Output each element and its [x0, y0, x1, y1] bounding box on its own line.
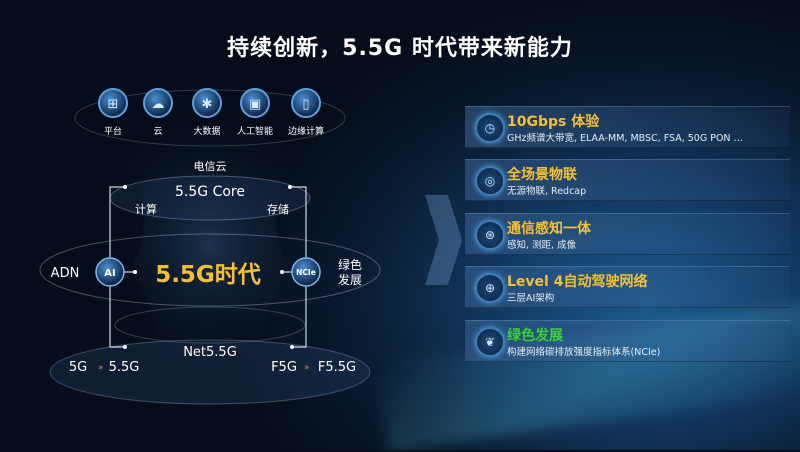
funnel-shape [95, 120, 325, 370]
left-to: 5.5G [109, 360, 140, 375]
net-label: Net5.5G [183, 345, 237, 360]
capability-card: ⊕ Level 4自动驾驶网络 三层AI架构 [465, 266, 790, 308]
top-icon-item: ⊞ 平台 [98, 88, 128, 137]
cloud-icon-glyph: ☁ [152, 97, 165, 112]
double-chevron-icon: » [98, 363, 104, 373]
lower-ring [114, 306, 306, 344]
capability-desc: 三层AI架构 [507, 293, 555, 304]
page-title: 持续创新，5.5G 时代带来新能力 [227, 36, 573, 61]
iot-icon: ◎ [475, 166, 505, 196]
ai-chip-icon-glyph: ▣ [249, 97, 261, 112]
sensing-icon: ⊛ [475, 220, 505, 250]
top-icon-label: 人工智能 [237, 125, 273, 137]
platform-network-icon-glyph: ⊞ [108, 97, 119, 112]
big-data-icon-glyph: ✱ [202, 97, 213, 112]
top-icon-label: 平台 [104, 125, 122, 137]
top-icon-label: 边缘计算 [288, 125, 324, 137]
edge-computing-icon-glyph: ▯ [302, 97, 309, 112]
storage-label: 存储 [267, 202, 289, 216]
capability-title: 10Gbps 体验 [507, 114, 600, 130]
left-from: 5G [69, 360, 87, 375]
top-icon-label: 大数据 [193, 125, 220, 137]
cloud-label: 电信云 [194, 160, 227, 173]
top-icon-item: ▣ 人工智能 [237, 88, 273, 137]
capability-title: 通信感知一体 [507, 221, 591, 237]
speedometer-icon: ◷ [475, 113, 505, 143]
ncie-badge-label: NCIe [296, 268, 316, 277]
era-label: 5.5G时代 [155, 262, 261, 288]
globe-network-icon: ⊕ [475, 273, 505, 303]
middle-ring [39, 233, 381, 307]
capability-desc: GHz频谱大带宽, ELAA-MM, MBSC, FSA, 50G PON … [507, 133, 744, 144]
green-label-2: 发展 [338, 272, 362, 287]
capability-desc: 感知, 测距, 成像 [507, 240, 577, 251]
capability-title: Level 4自动驾驶网络 [507, 274, 648, 290]
capability-card: ❦ 绿色发展 构建网络碳排放强度指标体系(NCIe) [465, 320, 790, 362]
ai-chip-icon [240, 88, 270, 118]
capability-card: ⊛ 通信感知一体 感知, 测距, 成像 [465, 213, 790, 255]
cloud-icon [143, 88, 173, 118]
compute-label: 计算 [135, 202, 157, 216]
top-icon-item: ☁云 [143, 88, 173, 137]
core-label: 5.5G Core [175, 184, 245, 200]
ai-badge [95, 257, 125, 287]
leaf-icon: ❦ [475, 327, 505, 357]
top-icon-item: ▯ 边缘计算 [288, 88, 324, 137]
ncie-badge [291, 257, 321, 287]
capability-title: 绿色发展 [507, 328, 563, 344]
capability-card: ◎ 全场景物联 无源物联, Redcap [465, 159, 790, 201]
top-icon-label: 云 [153, 127, 162, 137]
adn-label: ADN [51, 266, 80, 281]
capability-title: 全场景物联 [507, 167, 577, 183]
base-ring [49, 339, 371, 405]
capability-desc: 无源物联, Redcap [507, 186, 587, 197]
ai-badge-label: AI [104, 268, 115, 279]
capability-desc: 构建网络碳排放强度指标体系(NCIe) [507, 347, 661, 358]
platform-network-icon [98, 88, 128, 118]
green-label-1: 绿色 [338, 257, 362, 272]
edge-computing-icon [291, 88, 321, 118]
top-icon-row: ⊞平台☁云✱大数据▣人工智能▯边缘计算 [98, 88, 324, 137]
capability-card: ◷ 10Gbps 体验 GHz频谱大带宽, ELAA-MM, MBSC, FSA… [465, 106, 790, 148]
right-from: F5G [271, 360, 297, 375]
double-chevron-icon: » [304, 363, 310, 373]
top-icon-item: ✱ 大数据 [192, 88, 222, 137]
arrow-right-icon [425, 195, 462, 285]
right-to: F5.5G [318, 360, 356, 375]
big-data-icon [192, 88, 222, 118]
